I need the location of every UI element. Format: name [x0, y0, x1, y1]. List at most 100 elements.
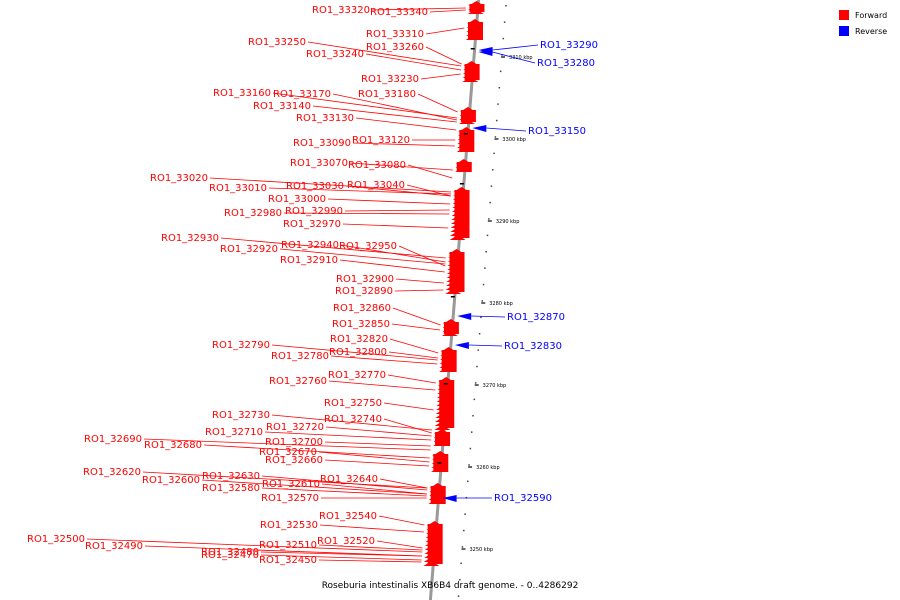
forward-gene-label[interactable]: RO1_33130	[296, 113, 354, 124]
forward-gene-label[interactable]: RO1_32490	[85, 541, 143, 552]
forward-gene-label[interactable]: RO1_32760	[269, 376, 327, 387]
forward-gene-label[interactable]: RO1_33090	[293, 138, 351, 149]
forward-gene-block[interactable]	[469, 4, 485, 12]
forward-gene-label[interactable]: RO1_33140	[253, 101, 311, 112]
forward-gene-block[interactable]	[456, 162, 472, 172]
forward-gene-label[interactable]: RO1_32720	[266, 422, 324, 433]
forward-gene-label[interactable]: RO1_32620	[83, 467, 141, 478]
forward-gene-label[interactable]: RO1_32920	[220, 244, 278, 255]
forward-gene-label[interactable]: RO1_32710	[205, 427, 263, 438]
forward-gene-label[interactable]: RO1_32520	[317, 536, 375, 547]
forward-gene-label[interactable]: RO1_32680	[144, 440, 202, 451]
forward-gene-label[interactable]: RO1_33020	[150, 173, 208, 184]
forward-gene-label[interactable]: RO1_33320	[312, 5, 370, 16]
forward-gene-label[interactable]: RO1_32770	[328, 370, 386, 381]
forward-gene-label[interactable]: RO1_32990	[285, 206, 343, 217]
forward-gene-label[interactable]: RO1_33040	[347, 180, 405, 191]
forward-gene-block[interactable]	[435, 432, 451, 446]
forward-connector	[271, 414, 433, 431]
forward-gene-label[interactable]: RO1_32570	[261, 493, 319, 504]
forward-gene-block[interactable]	[459, 130, 475, 152]
forward-connector	[429, 9, 466, 13]
forward-gene-label[interactable]: RO1_32700	[265, 437, 323, 448]
forward-gene-label[interactable]: RO1_33170	[273, 89, 331, 100]
forward-gene-label[interactable]: RO1_32580	[202, 483, 260, 494]
forward-gene-block[interactable]	[430, 486, 446, 504]
forward-gene-label[interactable]: RO1_32950	[339, 241, 397, 252]
reverse-gene-label[interactable]: RO1_32590	[494, 493, 552, 504]
forward-gene-label[interactable]: RO1_32480	[201, 547, 259, 558]
forward-gene-label[interactable]: RO1_33260	[366, 42, 424, 53]
forward-gene-block[interactable]	[427, 524, 443, 564]
forward-gene-label[interactable]: RO1_32470	[201, 550, 259, 561]
forward-gene-label[interactable]: RO1_33180	[358, 89, 416, 100]
forward-connector	[394, 289, 444, 292]
tick-dot	[492, 169, 494, 171]
forward-gene-label[interactable]: RO1_33160	[213, 88, 271, 99]
forward-gene-label[interactable]: RO1_33230	[361, 74, 419, 85]
reverse-gene-label[interactable]: RO1_32870	[507, 312, 565, 323]
forward-gene-label[interactable]: RO1_32820	[330, 334, 388, 345]
forward-gene-block[interactable]	[467, 22, 483, 40]
forward-gene-label[interactable]: RO1_33240	[306, 49, 364, 60]
forward-gene-label[interactable]: RO1_32500	[27, 534, 85, 545]
forward-gene-block[interactable]	[449, 252, 465, 292]
forward-gene-label[interactable]: RO1_33310	[366, 29, 424, 40]
forward-gene-label[interactable]: RO1_33340	[370, 7, 428, 18]
forward-gene-label[interactable]: RO1_32640	[320, 474, 378, 485]
forward-gene-label[interactable]: RO1_32940	[281, 240, 339, 251]
reverse-gene-label[interactable]: RO1_32830	[504, 341, 562, 352]
forward-gene-label[interactable]: RO1_32730	[212, 410, 270, 421]
forward-gene-block[interactable]	[441, 350, 457, 372]
reverse-gene-arrow[interactable]	[454, 342, 469, 349]
forward-gene-label[interactable]: RO1_32860	[333, 303, 391, 314]
forward-gene-label[interactable]: RO1_32890	[335, 286, 393, 297]
forward-gene-label[interactable]: RO1_33080	[348, 160, 406, 171]
forward-connector	[352, 142, 455, 147]
forward-gene-label[interactable]: RO1_32750	[324, 398, 382, 409]
forward-gene-label[interactable]: RO1_32530	[260, 520, 318, 531]
reverse-gene-label[interactable]: RO1_33280	[537, 58, 595, 69]
tick-dot	[494, 136, 497, 138]
reverse-gene-label[interactable]: RO1_33150	[528, 126, 586, 137]
forward-gene-label[interactable]: RO1_32980	[224, 208, 282, 219]
forward-connector	[407, 164, 453, 179]
forward-gene-label[interactable]: RO1_33010	[209, 183, 267, 194]
reverse-gene-arrow[interactable]	[457, 313, 472, 320]
forward-gene-label[interactable]: RO1_32930	[161, 233, 219, 244]
forward-connector	[321, 483, 427, 495]
reverse-gene-arrow[interactable]	[478, 49, 493, 56]
forward-gene-block[interactable]	[464, 64, 480, 80]
reverse-gene-label[interactable]: RO1_33290	[540, 40, 598, 51]
forward-gene-block[interactable]	[454, 190, 470, 238]
forward-gene-label[interactable]: RO1_33030	[286, 181, 344, 192]
forward-gene-label[interactable]: RO1_32630	[202, 471, 260, 482]
forward-gene-label[interactable]: RO1_32970	[283, 219, 341, 230]
forward-gene-block[interactable]	[439, 380, 455, 428]
forward-gene-label[interactable]: RO1_32600	[142, 475, 200, 486]
forward-gene-label[interactable]: RO1_32510	[259, 540, 317, 551]
forward-gene-label[interactable]: RO1_32690	[84, 434, 142, 445]
forward-gene-label[interactable]: RO1_32670	[259, 447, 317, 458]
forward-gene-label[interactable]: RO1_33070	[290, 158, 348, 169]
reverse-gene-arrow[interactable]	[472, 125, 487, 132]
forward-gene-label[interactable]: RO1_32540	[319, 511, 377, 522]
forward-gene-label[interactable]: RO1_32900	[336, 274, 394, 285]
forward-gene-label[interactable]: RO1_33000	[268, 194, 326, 205]
forward-gene-label[interactable]: RO1_32910	[280, 255, 338, 266]
forward-gene-label[interactable]: RO1_32610	[262, 479, 320, 490]
forward-gene-label[interactable]: RO1_32660	[265, 455, 323, 466]
forward-gene-label[interactable]: RO1_33120	[352, 135, 410, 146]
forward-gene-label[interactable]: RO1_32790	[212, 340, 270, 351]
forward-gene-block[interactable]	[443, 322, 459, 334]
tick-dot	[497, 103, 499, 105]
reverse-gene-arrow[interactable]	[442, 495, 457, 502]
forward-gene-label[interactable]: RO1_32740	[324, 414, 382, 425]
forward-connector	[324, 459, 430, 467]
forward-gene-label[interactable]: RO1_32850	[332, 319, 390, 330]
forward-gene-label[interactable]: RO1_32450	[259, 555, 317, 566]
forward-gene-label[interactable]: RO1_32800	[329, 347, 387, 358]
forward-gene-block[interactable]	[460, 110, 476, 122]
forward-gene-label[interactable]: RO1_33250	[248, 37, 306, 48]
forward-gene-label[interactable]: RO1_32780	[271, 351, 329, 362]
